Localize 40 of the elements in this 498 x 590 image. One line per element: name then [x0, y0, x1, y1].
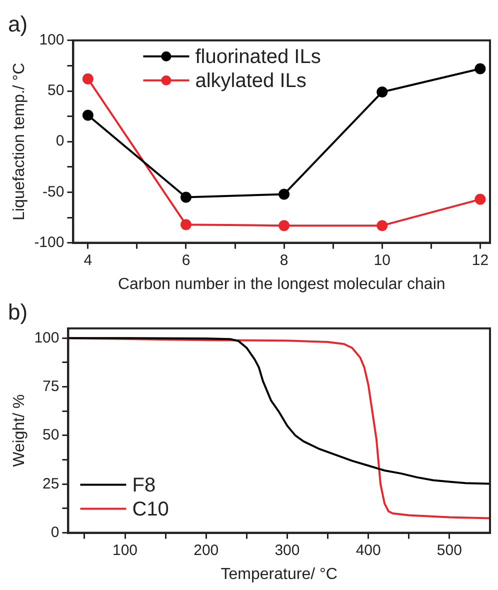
chart-title: b)	[8, 299, 28, 324]
x-tick-label: 500	[436, 542, 462, 559]
x-tick-label: 400	[356, 542, 381, 559]
y-axis-title: Liquefaction temp./ °C	[11, 62, 28, 220]
x-tick-label: 10	[374, 252, 390, 269]
x-tick-label: 12	[472, 252, 489, 269]
y-tick-label: 50	[42, 426, 60, 444]
point	[474, 194, 486, 205]
point	[278, 220, 290, 232]
y-axis-title: Weight/ %	[11, 394, 28, 467]
y-tick-label: 100	[34, 329, 60, 346]
y-tick-label: -100	[34, 234, 64, 251]
legend-label: alkylated ILs	[195, 70, 306, 92]
point	[376, 86, 388, 98]
x-tick-label: 200	[194, 542, 219, 559]
x-axis-title: Temperature/ °C	[220, 566, 338, 583]
point	[82, 73, 94, 84]
y-tick-label: 25	[42, 475, 60, 492]
point	[278, 188, 290, 200]
chart-title: a)	[8, 11, 28, 36]
x-axis-title: Carbon number in the longest molecular chain	[118, 276, 446, 293]
y-tick-label: 50	[48, 82, 64, 100]
point	[180, 192, 192, 203]
y-tick-label: 0	[50, 524, 60, 541]
y-tick-label: 100	[39, 32, 64, 49]
point	[180, 219, 192, 230]
y-tick-label: 0	[56, 132, 64, 150]
y-tick-label: -50	[42, 183, 64, 200]
x-tick-label: 4	[84, 252, 92, 269]
x-tick-label: 100	[112, 542, 138, 559]
x-tick-label: 6	[182, 252, 190, 269]
point	[82, 110, 94, 121]
legend-label: fluorinated ILs	[195, 46, 321, 68]
legend-label: C10	[132, 498, 169, 520]
legend-label: F8	[132, 474, 156, 496]
x-tick-label: 8	[280, 252, 288, 269]
y-tick-label: 75	[42, 378, 60, 395]
x-tick-label: 300	[274, 542, 300, 559]
point	[376, 220, 388, 232]
point	[474, 63, 486, 74]
